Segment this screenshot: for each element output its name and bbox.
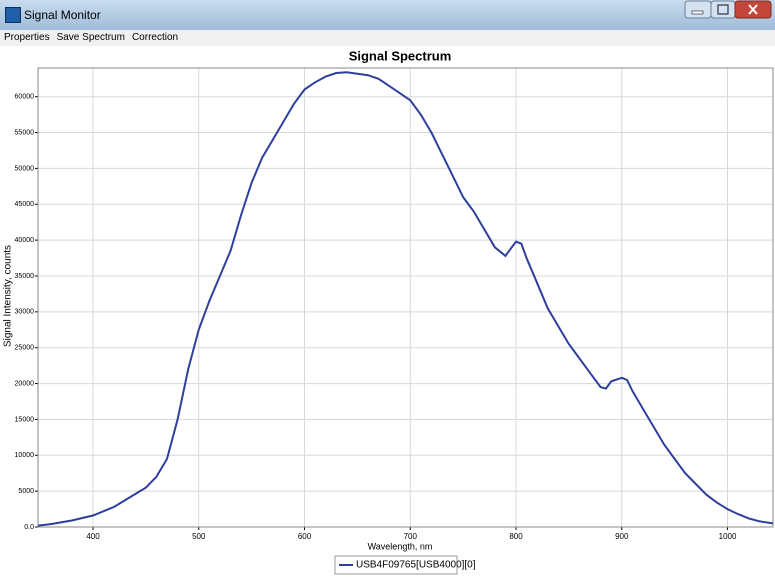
x-tick-label: 700 (404, 532, 418, 541)
title-bar: Signal Monitor (0, 0, 775, 30)
x-tick-label: 900 (615, 532, 629, 541)
minimize-icon (691, 10, 704, 15)
maximize-button[interactable] (710, 0, 736, 19)
y-tick-label: 15000 (15, 416, 35, 423)
window-title: Signal Monitor (24, 8, 101, 22)
y-tick-label: 10000 (15, 452, 35, 459)
y-tick-label: 40000 (15, 237, 35, 244)
window-buttons (684, 0, 772, 19)
legend-box (334, 555, 458, 575)
x-tick-label: 600 (298, 532, 312, 541)
menu-item[interactable]: Save Spectrum (56, 32, 125, 43)
y-tick-label: 50000 (15, 165, 35, 172)
chart-background (0, 46, 775, 582)
x-tick-label: 1000 (719, 532, 737, 541)
minimize-button[interactable] (684, 0, 712, 19)
app-icon (5, 7, 21, 23)
y-tick-label: 30000 (15, 309, 35, 316)
y-tick-label: 25000 (15, 345, 35, 352)
chart-title: Signal Spectrum (349, 48, 452, 63)
menu-bar: Properties Save Spectrum Correction (0, 30, 775, 46)
y-tick-label: 60000 (15, 94, 35, 101)
plot-frame (37, 67, 774, 528)
x-tick-label: 400 (86, 532, 100, 541)
y-tick-label: 55000 (15, 129, 35, 136)
x-tick-label: 800 (509, 532, 523, 541)
close-icon (748, 4, 758, 15)
data-line (37, 71, 774, 527)
y-axis-label: Signal Intensity, counts (3, 245, 14, 347)
y-tick-label: 5000 (18, 488, 34, 495)
y-tick-label: 20000 (15, 380, 35, 387)
y-tick-label: 45000 (15, 201, 35, 208)
maximize-icon (717, 4, 729, 15)
legend-label: USB4F09765[USB4000][0] (356, 560, 476, 571)
menu-item[interactable]: Properties (4, 32, 50, 43)
x-axis-label: Wavelength, nm (368, 541, 433, 551)
y-tick-label: 0.0 (24, 524, 34, 531)
y-tick-label: 35000 (15, 273, 35, 280)
menu-item[interactable]: Correction (131, 32, 179, 43)
chart: Signal Spectrum Wavelength, nm Signal In… (0, 46, 775, 582)
x-tick-label: 500 (192, 532, 206, 541)
